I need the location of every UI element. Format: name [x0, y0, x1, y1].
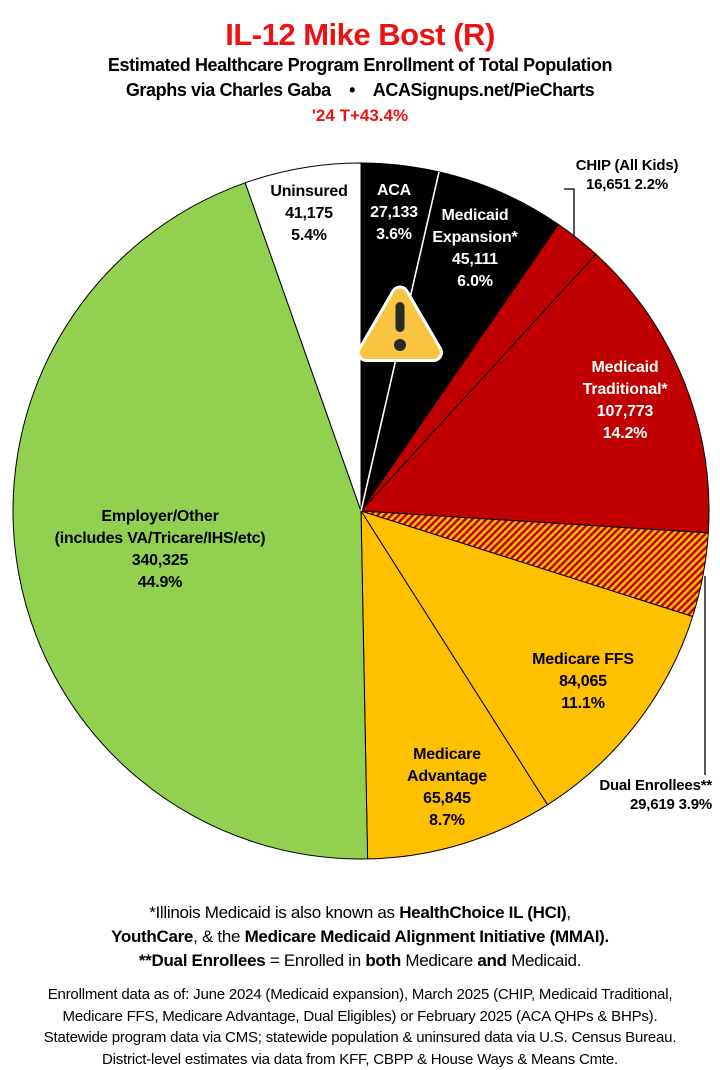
pie-slice-employer-other [12, 182, 369, 860]
slice-label-employer-other: Employer/Other (includes VA/Tricare/IHS/e… [54, 508, 266, 591]
footnote-line: Statewide program data via CMS; statewid… [43, 1029, 677, 1046]
warning-triangle-icon [357, 285, 443, 362]
footnote-line: YouthCare, & the Medicare Medicaid Align… [111, 927, 609, 946]
slice-label-chip: CHIP (All Kids) 16,651 2.2% [575, 157, 679, 193]
pie-slice-medicare-ffs [359, 510, 694, 806]
footnote-medicaid-definitions: *Illinois Medicaid is also known as Heal… [0, 901, 720, 973]
slice-label-aca: ACA 27,133 3.6% [370, 182, 418, 243]
pie [12, 162, 710, 860]
chart-byline: Graphs via Charles Gaba • ACASignups.net… [125, 80, 595, 100]
pie-slice-medicare-advantage [360, 509, 549, 860]
pie-slice-uninsured [244, 162, 362, 512]
slice-label-medicaid-expansion: Medicaid Expansion* 45,111 6.0% [432, 207, 518, 290]
chip-callout-line [564, 188, 575, 236]
footnote-line: District-level estimates via data from K… [102, 1050, 618, 1068]
slice-label-medicaid-traditional: Medicaid Traditional* 107,773 14.2% [582, 359, 668, 442]
chart-title: IL-12 Mike Bost (R) [225, 17, 495, 52]
slice-label-dual-enrollees: Dual Enrollees** 29,619 3.9% [599, 777, 712, 813]
footnote-line: Enrollment data as of: June 2024 (Medica… [47, 986, 673, 1003]
pie-slice-medicaid-expansion [360, 171, 560, 512]
footnote-line: **Dual Enrollees = Enrolled in both Medi… [138, 951, 582, 970]
footnote-line: Medicare FFS, Medicare Advantage, Dual E… [62, 1007, 658, 1025]
footnote-data-sources: Enrollment data as of: June 2024 (Medica… [0, 984, 720, 1070]
footnote-line: *Illinois Medicaid is also known as Heal… [149, 903, 571, 922]
slice-label-uninsured: Uninsured 41,175 5.4% [270, 183, 348, 244]
chart-header: IL-12 Mike Bost (R) Estimated Healthcare… [0, 0, 720, 126]
slice-label-medicare-ffs: Medicare FFS 84,065 11.1% [532, 651, 634, 712]
delta-badge: '24 T+43.4% [311, 106, 409, 125]
slice-label-medicare-advantage: Medicare Advantage 65,845 8.7% [407, 746, 487, 829]
pie-slice-medicaid-traditional [359, 253, 710, 534]
chart-subtitle: Estimated Healthcare Program Enrollment … [107, 55, 613, 75]
